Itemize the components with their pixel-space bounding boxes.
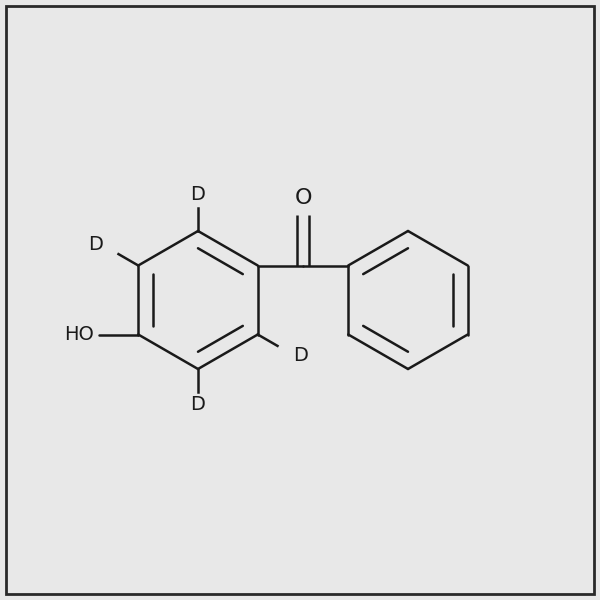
Text: D: D [293, 346, 308, 365]
Text: D: D [191, 395, 205, 415]
Text: D: D [88, 235, 103, 254]
Text: HO: HO [65, 325, 94, 344]
Text: D: D [191, 185, 205, 205]
Text: O: O [294, 188, 312, 208]
